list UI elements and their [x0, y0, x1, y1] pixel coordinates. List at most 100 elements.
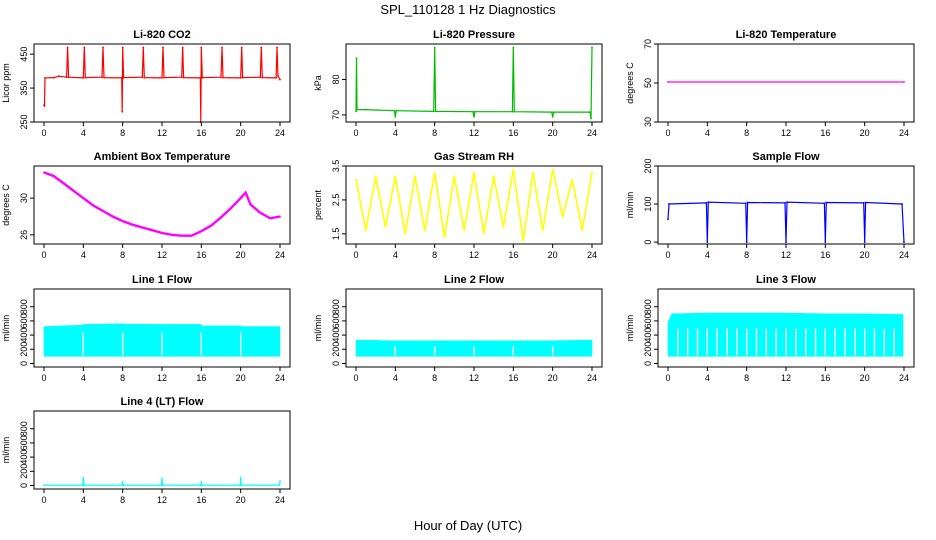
series-line: [43, 47, 281, 123]
x-tick-label: 8: [432, 373, 437, 383]
series-line: [355, 47, 593, 119]
y-tick-label: 26: [19, 230, 29, 240]
x-tick-label: 20: [860, 373, 870, 383]
data-point: [210, 224, 213, 227]
data-point: [101, 76, 103, 79]
data-point: [200, 484, 203, 486]
data-point: [513, 110, 516, 113]
data-point: [552, 111, 555, 113]
data-point: [180, 234, 183, 237]
x-tick-label: 8: [120, 373, 125, 383]
y-tick-label: 600: [19, 435, 29, 450]
data-point: [143, 76, 146, 79]
data-point: [824, 241, 827, 244]
x-tick-label: 0: [41, 250, 46, 260]
x-tick-label: 20: [860, 128, 870, 138]
x-tick-label: 24: [275, 373, 285, 383]
plot-frame: [33, 43, 291, 123]
y-axis-label: degrees C: [625, 62, 635, 104]
x-tick-label: 8: [744, 250, 749, 260]
x-tick-label: 16: [196, 495, 206, 505]
data-point: [43, 484, 45, 486]
data-point: [180, 76, 183, 79]
x-tick-label: 16: [508, 250, 518, 260]
x-tick-label: 8: [744, 128, 749, 138]
x-tick-label: 4: [393, 128, 398, 138]
data-point: [434, 110, 437, 113]
chart-panel-sample-flow: Sample Flow ml/min 0 4 8 12 16 20 24 0 100 200: [625, 151, 915, 260]
data-point: [92, 204, 95, 207]
data-point: [222, 76, 224, 79]
data-point: [453, 175, 456, 178]
data-point: [532, 171, 534, 174]
y-tick-label: 30: [19, 193, 29, 203]
x-tick-label: 24: [275, 495, 285, 505]
x-tick-label: 20: [860, 250, 870, 260]
data-point: [863, 241, 866, 244]
x-tick-label: 4: [705, 250, 710, 260]
data-point: [590, 117, 592, 120]
data-point: [66, 46, 69, 49]
y-axis-label: ml/min: [1, 315, 11, 342]
panel-title: Li-820 CO2: [133, 29, 190, 41]
data-point: [473, 115, 475, 118]
x-tick-label: 12: [157, 250, 167, 260]
y-tick-label: 450: [19, 47, 29, 62]
x-tick-label: 12: [781, 373, 791, 383]
plot-frame: [657, 43, 915, 123]
y-tick-label: 0: [19, 483, 29, 488]
data-point: [279, 78, 281, 81]
y-tick-label: 50: [643, 78, 653, 88]
x-tick-label: 16: [820, 373, 830, 383]
y-tick-label: 600: [331, 313, 341, 328]
panel-title: Line 3 Flow: [756, 274, 816, 286]
x-tick-label: 16: [196, 373, 206, 383]
data-point: [122, 484, 125, 486]
x-tick-label: 12: [469, 250, 479, 260]
data-point: [433, 46, 436, 49]
chart-panel-line2: Line 2 Flow ml/min 0 4 8 12 16 20 24 0 20040060080…: [313, 274, 603, 383]
data-point: [414, 175, 416, 178]
y-tick-label: 0: [19, 361, 29, 366]
x-tick-label: 16: [196, 250, 206, 260]
y-tick-label: 400: [19, 328, 29, 343]
x-tick-label: 24: [275, 128, 285, 138]
chart-panel-pressure: Li-820 Pressure kPa 0 4 8 12 16 20 24 70 80: [313, 29, 603, 138]
chart-panel-box-temp: Ambient Box Temperature degrees C 0 4 8 12 16 2…: [1, 151, 291, 260]
data-point: [784, 202, 786, 204]
data-point: [141, 76, 144, 79]
y-tick-label: 3.5: [331, 160, 341, 173]
y-tick-label: 0: [643, 361, 653, 366]
data-point: [121, 481, 124, 483]
data-point: [862, 202, 865, 204]
data-point: [163, 76, 165, 79]
data-point: [52, 76, 55, 79]
series-line: [355, 169, 593, 241]
data-point: [705, 202, 708, 204]
page-title: SPL_110128 1 Hz Diagnostics: [380, 2, 556, 17]
y-axis-label: degrees C: [1, 184, 11, 226]
x-tick-label: 12: [781, 250, 791, 260]
data-point: [512, 168, 515, 171]
data-point: [667, 218, 669, 221]
data-point: [239, 197, 242, 200]
data-point: [785, 241, 787, 244]
x-tick-label: 8: [120, 495, 125, 505]
data-point: [240, 46, 243, 49]
x-tick-label: 20: [548, 373, 558, 383]
data-point: [121, 110, 124, 113]
data-point: [550, 111, 553, 113]
data-point: [443, 236, 446, 239]
data-point: [260, 46, 263, 49]
chart-panel-co2: Li-820 CO2 Licor ppm 0 4 8 12 16 20 24 250 350 450: [1, 29, 291, 138]
y-tick-label: 800: [19, 299, 29, 314]
x-tick-label: 12: [469, 373, 479, 383]
panel-title: Line 4 (LT) Flow: [121, 396, 204, 408]
x-tick-label: 16: [820, 128, 830, 138]
data-point: [201, 76, 204, 79]
chart-panel-licor-temp: Li-820 Temperature degrees C 0 4 8 12 16 20 24 30…: [625, 29, 915, 138]
data-point: [384, 226, 387, 228]
data-point: [279, 480, 281, 483]
y-tick-label: 100: [643, 197, 653, 212]
